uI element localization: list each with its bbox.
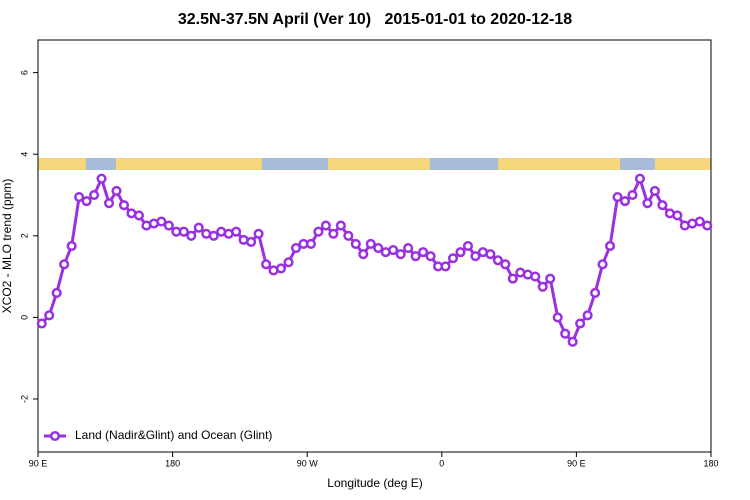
data-point (612, 191, 623, 203)
data-point (305, 238, 316, 250)
data-point (545, 273, 556, 284)
data-point (186, 230, 197, 241)
data-point (634, 173, 646, 184)
data-point (657, 200, 668, 211)
data-point (350, 238, 361, 250)
y-tick-label: 4 (19, 152, 29, 157)
legend-text: Land (Nadir&Glint) and Ocean (Glint) (75, 428, 272, 442)
data-point (605, 240, 616, 252)
data-point (567, 336, 578, 347)
data-point (507, 273, 518, 284)
data-point (156, 216, 167, 227)
data-point (328, 228, 339, 239)
data-point (51, 287, 62, 298)
data-point (335, 220, 346, 231)
data-point (552, 312, 563, 323)
legend-marker (49, 430, 61, 442)
data-point (702, 220, 713, 231)
data-point (163, 220, 174, 231)
data-point (290, 242, 302, 254)
land-band (655, 158, 711, 170)
data-point (96, 173, 107, 184)
y-tick-label: 2 (19, 233, 29, 238)
y-axis-label: XCO2 - MLO trend (ppm) (0, 179, 14, 314)
data-point (642, 198, 653, 209)
data-point (403, 242, 414, 254)
data-point (74, 191, 85, 203)
land-band (116, 158, 262, 170)
data-point (470, 251, 481, 262)
data-point (208, 230, 219, 241)
data-point (425, 251, 436, 262)
data-point (81, 196, 92, 207)
data-point (44, 310, 55, 321)
data-point (462, 240, 474, 252)
data-point (582, 310, 593, 321)
data-point (672, 210, 683, 221)
data-point (447, 253, 459, 264)
data-point (59, 259, 70, 270)
data-point (500, 259, 511, 270)
data-point (283, 257, 294, 268)
land-band (38, 158, 86, 170)
data-point (253, 228, 264, 239)
data-point (36, 318, 47, 329)
y-tick-label: -2 (19, 395, 29, 403)
chart-title: 32.5N-37.5N April (Ver 10) 2015-01-01 to… (178, 11, 572, 28)
data-point (418, 247, 429, 258)
data-point (178, 226, 189, 237)
data-point (343, 230, 354, 241)
data-point (231, 226, 242, 237)
data-point (694, 216, 705, 227)
data-point (440, 261, 451, 272)
plot-frame (37, 39, 712, 453)
series-line (40, 174, 708, 345)
data-point (193, 222, 204, 233)
y-tick-label: 6 (19, 70, 29, 75)
data-point (590, 287, 601, 298)
data-point (358, 249, 369, 260)
data-point (455, 247, 466, 258)
y-tick-label: 0 (19, 315, 29, 320)
data-point (66, 240, 77, 252)
x-tick-label: 180 (165, 458, 180, 468)
data-point (485, 249, 496, 260)
data-point (492, 255, 503, 266)
data-point (575, 318, 586, 329)
x-tick-label: 180 (703, 458, 718, 468)
data-point (373, 242, 384, 254)
data-point (537, 281, 548, 292)
data-point (388, 245, 399, 256)
data-point (89, 189, 100, 201)
data-point (111, 185, 122, 196)
data-point (103, 198, 115, 209)
x-tick-label: 90 E (29, 458, 48, 468)
data-point (261, 259, 272, 270)
x-tick-label: 90 W (297, 458, 319, 468)
data-point (246, 236, 257, 247)
x-tick-label: 90 E (567, 458, 586, 468)
land-band (498, 158, 620, 170)
data-point (530, 271, 541, 282)
data-point (627, 189, 638, 201)
data-point (320, 220, 331, 231)
data-point (275, 263, 287, 274)
land-ocean-strip (38, 158, 711, 170)
data-point (410, 251, 421, 262)
data-point (619, 196, 631, 207)
data-point (560, 328, 571, 339)
data-point (649, 185, 660, 196)
data-point (597, 259, 608, 270)
data-point (395, 249, 406, 260)
data-point (313, 226, 324, 237)
data-point (365, 238, 376, 250)
data-point (118, 200, 130, 211)
land-band (328, 158, 430, 170)
data-point (133, 210, 144, 221)
x-tick-label: 0 (439, 458, 444, 468)
x-axis-label: Longitude (deg E) (327, 476, 422, 490)
